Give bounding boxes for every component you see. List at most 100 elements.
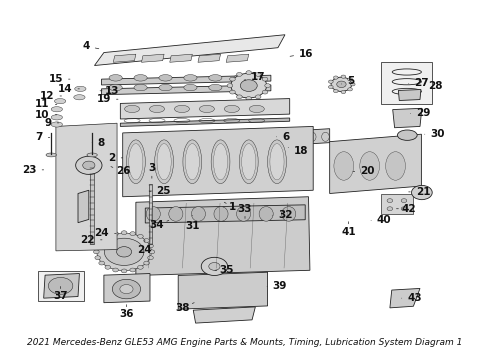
Ellipse shape (239, 140, 258, 184)
Ellipse shape (149, 105, 165, 112)
Text: 1: 1 (224, 202, 236, 212)
Circle shape (246, 71, 251, 75)
Text: 7: 7 (35, 132, 50, 143)
Text: 16: 16 (290, 49, 314, 59)
Text: 17: 17 (244, 72, 266, 82)
Polygon shape (390, 288, 420, 308)
Ellipse shape (51, 107, 63, 112)
Circle shape (94, 250, 99, 254)
Ellipse shape (51, 122, 63, 127)
Ellipse shape (211, 140, 230, 184)
Circle shape (130, 268, 136, 272)
Circle shape (113, 232, 119, 235)
Ellipse shape (184, 84, 197, 91)
Circle shape (350, 83, 355, 86)
Ellipse shape (268, 140, 286, 184)
Ellipse shape (126, 140, 145, 184)
Text: 31: 31 (185, 216, 199, 231)
Circle shape (120, 284, 133, 294)
Text: 18: 18 (288, 146, 308, 156)
Circle shape (265, 84, 270, 87)
Ellipse shape (124, 105, 140, 112)
Polygon shape (122, 126, 313, 197)
Text: 42: 42 (396, 204, 416, 214)
Text: 10: 10 (35, 110, 57, 120)
Text: 2021 Mercedes-Benz GLE53 AMG Engine Parts & Mounts, Timing, Lubrication System D: 2021 Mercedes-Benz GLE53 AMG Engine Part… (27, 338, 463, 347)
Ellipse shape (87, 153, 98, 157)
Text: 21: 21 (409, 187, 430, 197)
Text: 13: 13 (100, 86, 120, 96)
Polygon shape (113, 54, 136, 62)
Circle shape (138, 234, 143, 238)
Ellipse shape (159, 84, 172, 91)
Ellipse shape (74, 95, 85, 100)
Circle shape (144, 239, 149, 243)
Circle shape (387, 199, 392, 203)
Polygon shape (95, 35, 285, 66)
Ellipse shape (51, 115, 63, 120)
Ellipse shape (234, 75, 247, 81)
Circle shape (337, 81, 346, 87)
Text: 22: 22 (80, 235, 102, 245)
Text: 35: 35 (215, 265, 234, 275)
Text: 23: 23 (22, 165, 44, 175)
Text: 14: 14 (58, 84, 79, 94)
Ellipse shape (334, 152, 354, 180)
Polygon shape (56, 123, 117, 251)
Bar (381, 62, 432, 104)
Circle shape (99, 261, 104, 265)
Text: 5: 5 (342, 76, 354, 86)
Circle shape (104, 238, 144, 265)
Text: 38: 38 (175, 302, 194, 312)
Text: 26: 26 (111, 166, 130, 176)
Circle shape (49, 278, 73, 294)
Polygon shape (330, 134, 421, 194)
Circle shape (401, 207, 407, 211)
Ellipse shape (214, 144, 227, 180)
Circle shape (117, 247, 132, 257)
Ellipse shape (169, 207, 183, 221)
Polygon shape (148, 184, 152, 244)
Ellipse shape (249, 105, 264, 112)
Polygon shape (193, 307, 255, 323)
Ellipse shape (109, 75, 122, 81)
Ellipse shape (209, 75, 222, 81)
Text: 25: 25 (149, 186, 171, 196)
Circle shape (246, 96, 251, 100)
Circle shape (147, 244, 153, 248)
Circle shape (130, 232, 136, 235)
Ellipse shape (129, 144, 143, 180)
Text: 19: 19 (97, 94, 118, 104)
Polygon shape (121, 118, 290, 126)
Circle shape (328, 85, 333, 89)
Circle shape (262, 90, 268, 94)
Polygon shape (145, 205, 305, 223)
Ellipse shape (214, 207, 228, 221)
Polygon shape (136, 197, 310, 275)
Ellipse shape (74, 86, 86, 91)
Circle shape (95, 244, 100, 248)
Ellipse shape (134, 84, 147, 91)
Circle shape (412, 185, 432, 200)
Bar (38, 271, 84, 301)
Polygon shape (90, 164, 94, 244)
Circle shape (341, 90, 346, 94)
Text: 40: 40 (371, 215, 392, 225)
Ellipse shape (209, 84, 222, 91)
Polygon shape (44, 274, 79, 298)
Circle shape (237, 72, 242, 76)
Circle shape (387, 207, 392, 211)
Circle shape (348, 78, 352, 81)
Ellipse shape (270, 144, 284, 180)
Circle shape (105, 265, 111, 269)
Polygon shape (121, 99, 290, 119)
Text: 20: 20 (353, 166, 375, 176)
Circle shape (209, 262, 220, 270)
Circle shape (231, 73, 267, 98)
Ellipse shape (109, 84, 122, 91)
Ellipse shape (242, 144, 256, 180)
Circle shape (99, 239, 104, 243)
Circle shape (122, 269, 127, 273)
Polygon shape (178, 272, 268, 309)
Circle shape (230, 77, 235, 81)
